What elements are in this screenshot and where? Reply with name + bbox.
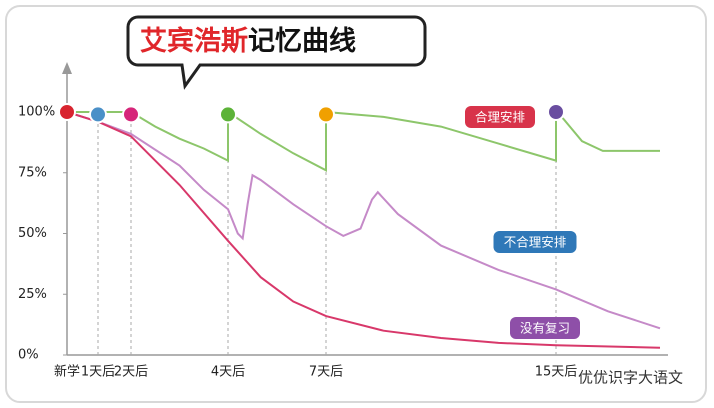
series-line: [66, 111, 661, 330]
review-marker: [547, 103, 565, 121]
legend-label: 不合理安排: [504, 235, 567, 250]
y-tick-label: 50%: [18, 226, 47, 241]
title-bubble: 艾宾浩斯记忆曲线: [126, 15, 427, 90]
frame: [5, 5, 707, 403]
legend-label: 没有复习: [520, 321, 570, 336]
y-tick-label: 75%: [18, 165, 47, 180]
x-tick-label: 1天后: [81, 365, 115, 380]
review-marker: [122, 105, 140, 124]
x-tick-label: 15天后: [535, 365, 578, 380]
bubble: [126, 15, 427, 90]
title-part: 记忆曲线: [248, 26, 356, 57]
y-axis-arrow: [62, 62, 72, 74]
y-tick-label: 100%: [18, 105, 55, 120]
y-tick-label: 25%: [18, 287, 47, 302]
y-tick-label: 0%: [18, 348, 39, 363]
legend-tag: [465, 106, 535, 128]
watermark: 优优识字大语文: [578, 369, 683, 387]
series-line: [66, 111, 661, 349]
legend-tag: [510, 317, 580, 339]
x-tick-label: 新学: [54, 364, 80, 380]
x-tick-label: 2天后: [114, 365, 148, 380]
x-tick-label: 4天后: [211, 365, 245, 380]
title-part: 艾宾浩斯: [140, 25, 248, 57]
legend-tag: [493, 231, 577, 253]
legend-label: 合理安排: [475, 110, 526, 125]
review-marker: [89, 105, 107, 124]
review-marker: [219, 105, 237, 124]
title: 艾宾浩斯记忆曲线: [140, 25, 356, 57]
review-marker: [58, 103, 76, 121]
x-tick-label: 7天后: [309, 365, 343, 380]
review-marker: [317, 105, 335, 124]
